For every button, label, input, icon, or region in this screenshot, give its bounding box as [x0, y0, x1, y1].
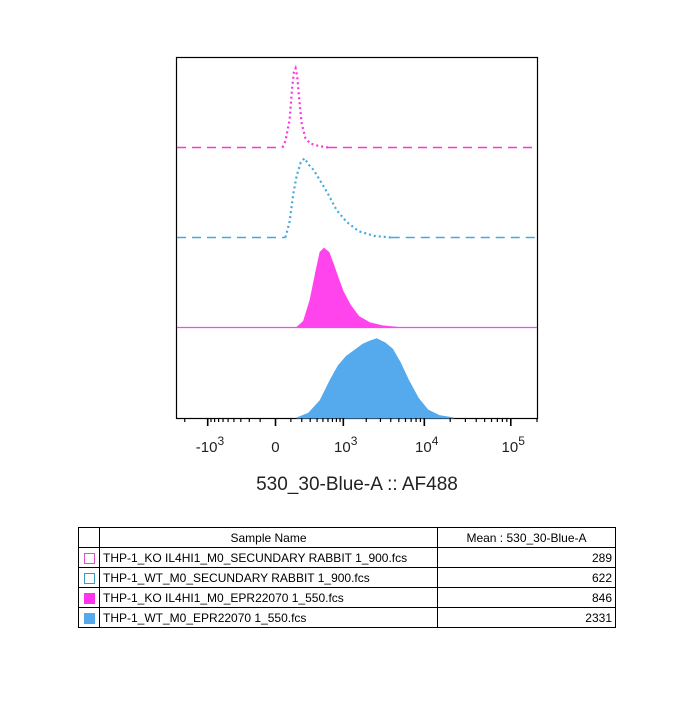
legend-swatch: [83, 572, 95, 584]
legend-swatch-cell: [78, 607, 100, 628]
legend-mean-value: 2331: [437, 607, 616, 628]
series-layer: [177, 64, 537, 419]
legend-swatch: [83, 612, 95, 624]
legend-swatch-cell: [78, 547, 100, 568]
legend-header-swatch: [78, 527, 100, 548]
legend-header-name: Sample Name: [99, 527, 438, 548]
x-tick-label: 105: [502, 434, 526, 456]
legend-sample-name: THP-1_WT_M0_EPR22070 1_550.fcs: [99, 607, 438, 628]
series-2: [177, 156, 537, 239]
legend-sample-name: THP-1_WT_M0_SECUNDARY RABBIT 1_900.fcs: [99, 567, 438, 588]
legend-swatch-cell: [78, 567, 100, 588]
series-1-histogram: [281, 64, 329, 149]
legend-header-row: Sample Name Mean : 530_30-Blue-A: [78, 527, 616, 548]
legend-table: Sample Name Mean : 530_30-Blue-A THP-1_K…: [78, 527, 616, 628]
x-tick-label: -103: [196, 434, 225, 456]
histogram-plot: -103 0 103 104 105: [175, 56, 539, 456]
legend-body: THP-1_KO IL4HI1_M0_SECUNDARY RABBIT 1_90…: [78, 547, 616, 628]
legend-row: THP-1_WT_M0_EPR22070 1_550.fcs 2331: [78, 607, 616, 628]
series-1: [177, 64, 537, 149]
series-3: [177, 247, 537, 329]
x-axis-title: 530_30-Blue-A :: AF488: [256, 474, 458, 495]
x-tick-label: 0: [271, 439, 279, 456]
series-4-histogram: [296, 338, 454, 419]
legend-sample-name: THP-1_KO IL4HI1_M0_EPR22070 1_550.fcs: [99, 587, 438, 608]
legend-row: THP-1_KO IL4HI1_M0_EPR22070 1_550.fcs 846: [78, 587, 616, 608]
series-3-histogram: [295, 247, 399, 328]
legend-mean-value: 622: [437, 567, 616, 588]
series-4: [296, 338, 454, 419]
x-axis-ticks: [184, 418, 538, 426]
x-tick-label: 103: [334, 434, 358, 456]
legend-row: THP-1_KO IL4HI1_M0_SECUNDARY RABBIT 1_90…: [78, 547, 616, 568]
legend-mean-value: 289: [437, 547, 616, 568]
legend-swatch: [83, 592, 95, 604]
x-axis-tick-labels: -103 0 103 104 105: [196, 434, 525, 456]
x-tick-label: 104: [415, 434, 439, 456]
series-2-histogram: [284, 156, 391, 239]
legend-row: THP-1_WT_M0_SECUNDARY RABBIT 1_900.fcs 62…: [78, 567, 616, 588]
legend-swatch: [83, 552, 95, 564]
legend-sample-name: THP-1_KO IL4HI1_M0_SECUNDARY RABBIT 1_90…: [99, 547, 438, 568]
legend-header-value: Mean : 530_30-Blue-A: [437, 527, 616, 548]
legend-mean-value: 846: [437, 587, 616, 608]
legend-swatch-cell: [78, 587, 100, 608]
